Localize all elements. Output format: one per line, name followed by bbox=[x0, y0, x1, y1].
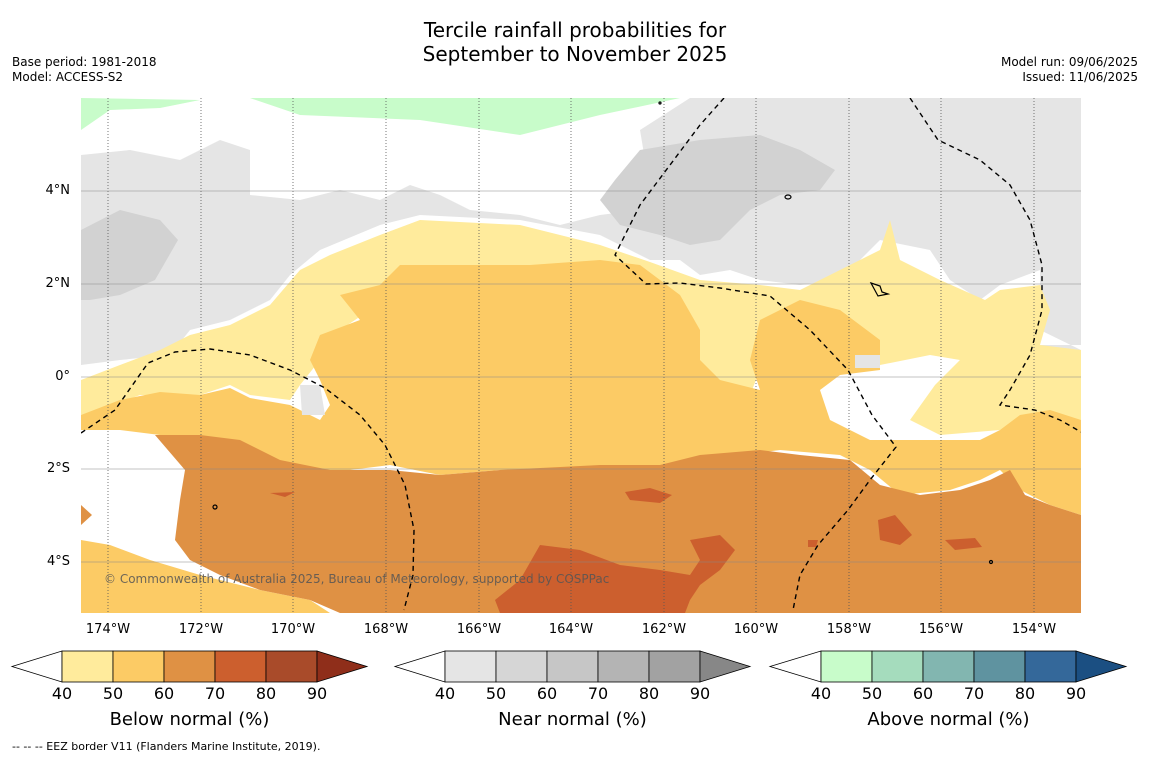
lon-label-158w: 158°W bbox=[826, 622, 872, 637]
colorbar-below-swatch bbox=[265, 650, 318, 683]
colorbar-below-swatch bbox=[61, 650, 114, 683]
colorbar-above-swatch bbox=[922, 650, 975, 683]
colorbar-near-tick: 40 bbox=[434, 684, 456, 703]
colorbar-below-swatch bbox=[112, 650, 165, 683]
colorbar-above-swatch bbox=[820, 650, 873, 683]
model-name: Model: ACCESS-S2 bbox=[12, 70, 124, 84]
colorbar-near-lower-extend bbox=[393, 650, 446, 683]
lon-label-174w: 174°W bbox=[85, 622, 131, 637]
lon-label-156w: 156°W bbox=[918, 622, 964, 637]
colorbar-above-tick: 80 bbox=[1014, 684, 1036, 703]
below-normal-70-region bbox=[495, 535, 735, 613]
lat-label-equator: 0° bbox=[55, 369, 70, 384]
colorbar-above-lower-extend bbox=[768, 650, 822, 683]
colorbar-above-tick: 50 bbox=[861, 684, 883, 703]
colorbar-below-title: Below normal (%) bbox=[109, 709, 270, 730]
near-normal-60-region bbox=[600, 135, 835, 245]
copyright-notice: © Commonwealth of Australia 2025, Bureau… bbox=[104, 572, 610, 586]
colorbar-below-tick: 50 bbox=[102, 684, 124, 703]
colorbar-near-swatch bbox=[495, 650, 548, 683]
colorbar-above-swatch bbox=[871, 650, 924, 683]
colorbar-above-tick: 70 bbox=[963, 684, 985, 703]
map-title: Tercile rainfall probabilities for Septe… bbox=[0, 18, 1150, 66]
colorbar-near-tick: 60 bbox=[536, 684, 558, 703]
colorbar-below-tick: 70 bbox=[204, 684, 226, 703]
colorbar-below-upper-extend bbox=[316, 650, 369, 683]
colorbar-near-swatch bbox=[597, 650, 650, 683]
colorbar-above-swatch bbox=[973, 650, 1026, 683]
colorbar-below-tick: 80 bbox=[255, 684, 277, 703]
latitude-lines bbox=[81, 190, 1081, 563]
lon-label-166w: 166°W bbox=[456, 622, 502, 637]
colorbar-above-swatch bbox=[1024, 650, 1077, 683]
lon-label-162w: 162°W bbox=[641, 622, 687, 637]
issued-date: Issued: 11/06/2025 bbox=[1022, 70, 1138, 84]
colorbar-above-tick: 90 bbox=[1065, 684, 1087, 703]
colorbar-near-title: Near normal (%) bbox=[498, 709, 647, 730]
below-normal-70-spot-2 bbox=[878, 515, 912, 545]
base-period: Base period: 1981-2018 bbox=[12, 55, 157, 69]
colorbar-near-upper-extend bbox=[699, 650, 752, 683]
lat-label-4n: 4°N bbox=[45, 183, 71, 198]
colorbar-above-tick: 60 bbox=[912, 684, 934, 703]
colorbar-below-tick: 90 bbox=[306, 684, 328, 703]
colorbar-near-tick: 70 bbox=[587, 684, 609, 703]
colorbar-below-tick: 60 bbox=[153, 684, 175, 703]
colorbar-near bbox=[393, 650, 752, 683]
above-normal-40-region bbox=[81, 98, 680, 135]
below-normal-70-spot-5 bbox=[808, 540, 818, 547]
run-info: Model run: 09/06/2025 Issued: 11/06/2025 bbox=[1001, 55, 1138, 85]
lat-label-2n: 2°N bbox=[45, 276, 71, 291]
probability-fill bbox=[81, 98, 1081, 613]
colorbar-group bbox=[10, 650, 1128, 683]
near-normal-60-region-2 bbox=[81, 210, 178, 300]
colorbar-below-swatch bbox=[163, 650, 216, 683]
colorbar-near-tick: 50 bbox=[485, 684, 507, 703]
colorbar-near-swatch bbox=[648, 650, 701, 683]
base-info: Base period: 1981-2018 Model: ACCESS-S2 bbox=[12, 55, 157, 85]
eez-footnote: -- -- -- EEZ border V11 (Flanders Marine… bbox=[12, 740, 321, 753]
below-normal-50-region bbox=[81, 260, 1081, 515]
eez-borders bbox=[81, 98, 1081, 611]
graticule bbox=[107, 98, 1035, 613]
colorbar-above-title: Above normal (%) bbox=[867, 709, 1030, 730]
lon-label-168w: 168°W bbox=[363, 622, 409, 637]
colorbar-above bbox=[768, 650, 1128, 683]
below-normal-70-spot-3 bbox=[945, 538, 982, 550]
near-normal-50-region bbox=[81, 98, 1081, 420]
colorbar-below bbox=[10, 650, 369, 683]
lon-label-154w: 154°W bbox=[1011, 622, 1057, 637]
islands bbox=[212, 101, 994, 565]
neutral-region-east bbox=[855, 355, 880, 368]
colorbar-below-lower-extend bbox=[10, 650, 63, 683]
lon-label-164w: 164°W bbox=[548, 622, 594, 637]
title-line-2: September to November 2025 bbox=[422, 42, 728, 66]
lon-label-170w: 170°W bbox=[270, 622, 316, 637]
colorbar-below-swatch bbox=[214, 650, 267, 683]
below-normal-40-region bbox=[81, 220, 1081, 435]
neutral-region-equator bbox=[300, 385, 325, 415]
colorbar-near-tick: 80 bbox=[638, 684, 660, 703]
model-run-date: Model run: 09/06/2025 bbox=[1000, 55, 1138, 69]
colorbar-below-tick: 40 bbox=[51, 684, 73, 703]
lat-label-2s: 2°S bbox=[46, 461, 70, 476]
below-normal-50-region-south bbox=[81, 540, 330, 613]
lon-label-172w: 172°W bbox=[178, 622, 224, 637]
title-line-1: Tercile rainfall probabilities for bbox=[423, 18, 727, 42]
below-normal-70-spot-1 bbox=[625, 488, 672, 503]
below-normal-70-spot-4 bbox=[270, 492, 295, 497]
colorbar-near-swatch bbox=[546, 650, 599, 683]
colorbar-above-upper-extend bbox=[1075, 650, 1128, 683]
lat-label-4s: 4°S bbox=[46, 554, 70, 569]
lon-label-160w: 160°W bbox=[733, 622, 779, 637]
below-normal-60-region bbox=[155, 435, 1081, 613]
colorbar-near-tick: 90 bbox=[689, 684, 711, 703]
below-normal-60-region-west bbox=[81, 505, 92, 525]
colorbar-near-swatch bbox=[444, 650, 497, 683]
colorbar-above-tick: 40 bbox=[810, 684, 832, 703]
